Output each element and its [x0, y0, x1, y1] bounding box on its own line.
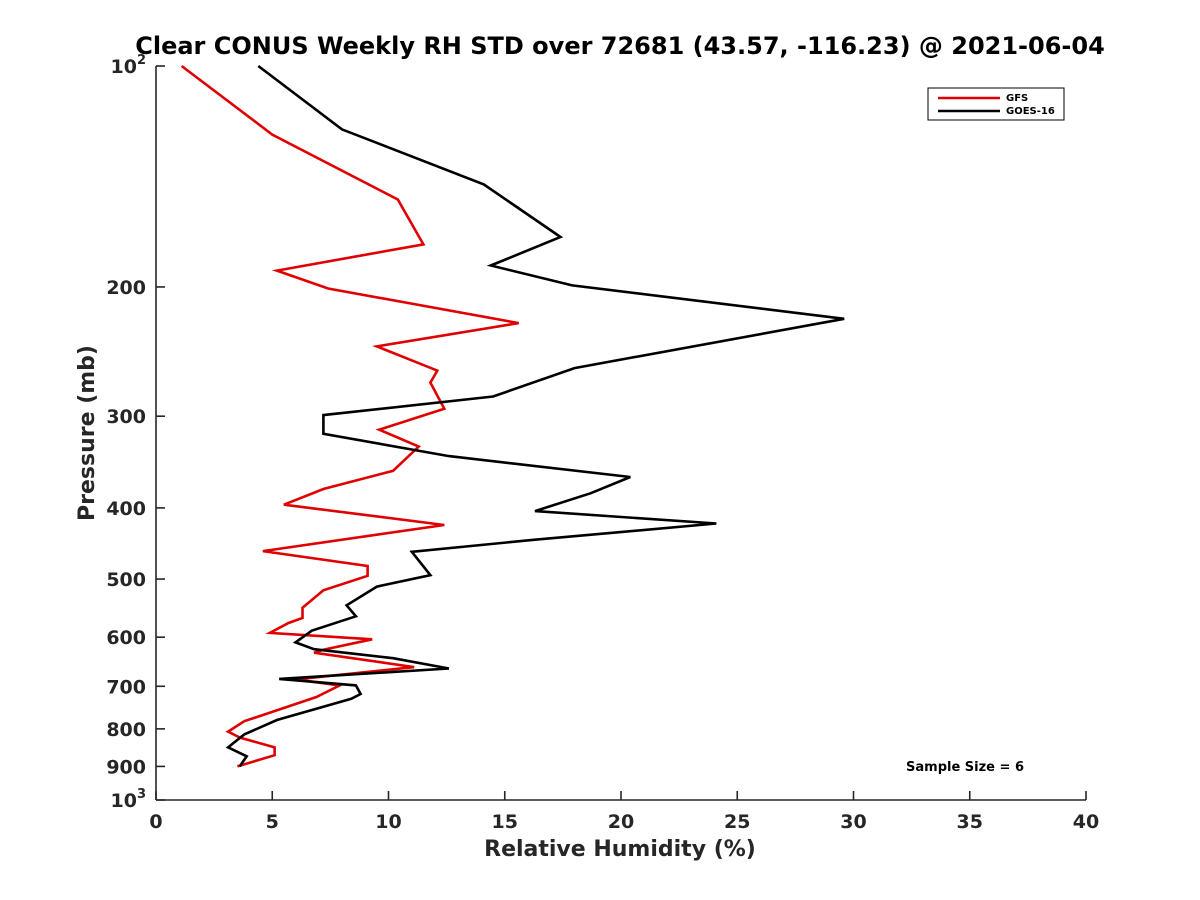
x-axis-label: Relative Humidity (%)	[484, 837, 756, 862]
plot-frame	[156, 66, 1086, 800]
y-tick-label: 900	[106, 756, 146, 778]
x-tick-label: 0	[149, 811, 162, 833]
x-tick-label: 35	[957, 811, 983, 833]
y-tick-label: 400	[106, 498, 146, 520]
legend-label-gfs: GFS	[1006, 93, 1028, 104]
y-tick-label: 800	[106, 719, 146, 741]
x-tick-label: 40	[1073, 811, 1099, 833]
x-ticks: 0 5 10 15 20 25 30 35 40	[149, 791, 1099, 833]
x-tick-label: 30	[840, 811, 866, 833]
y-ticks: 102 200 300 400 500 600 700 800 900 103	[106, 53, 165, 812]
y-axis-label: Pressure (mb)	[75, 345, 100, 521]
series-line-goes16	[225, 64, 845, 768]
x-tick-label: 10	[375, 811, 401, 833]
y-tick-label: 600	[106, 627, 146, 649]
y-tick-label: 300	[106, 406, 146, 428]
legend-label-goes16: GOES-16	[1006, 106, 1055, 117]
chart-title: Clear CONUS Weekly RH STD over 72681 (43…	[135, 32, 1105, 60]
y-tick-label: 700	[106, 676, 146, 698]
x-tick-label: 25	[724, 811, 750, 833]
y-tick-label: 102	[111, 53, 147, 78]
x-tick-label: 20	[608, 811, 634, 833]
legend-box	[927, 87, 1065, 121]
y-tick-label: 103	[111, 787, 147, 812]
y-tick-label: 500	[106, 569, 146, 591]
x-tick-label: 5	[266, 811, 279, 833]
sample-size-annotation: Sample Size = 6	[906, 760, 1024, 775]
series-layer	[180, 64, 845, 768]
legend: GFS GOES-16	[927, 87, 1065, 121]
x-tick-label: 15	[492, 811, 518, 833]
series-line-gfs	[180, 64, 519, 768]
y-tick-label: 200	[106, 277, 146, 299]
